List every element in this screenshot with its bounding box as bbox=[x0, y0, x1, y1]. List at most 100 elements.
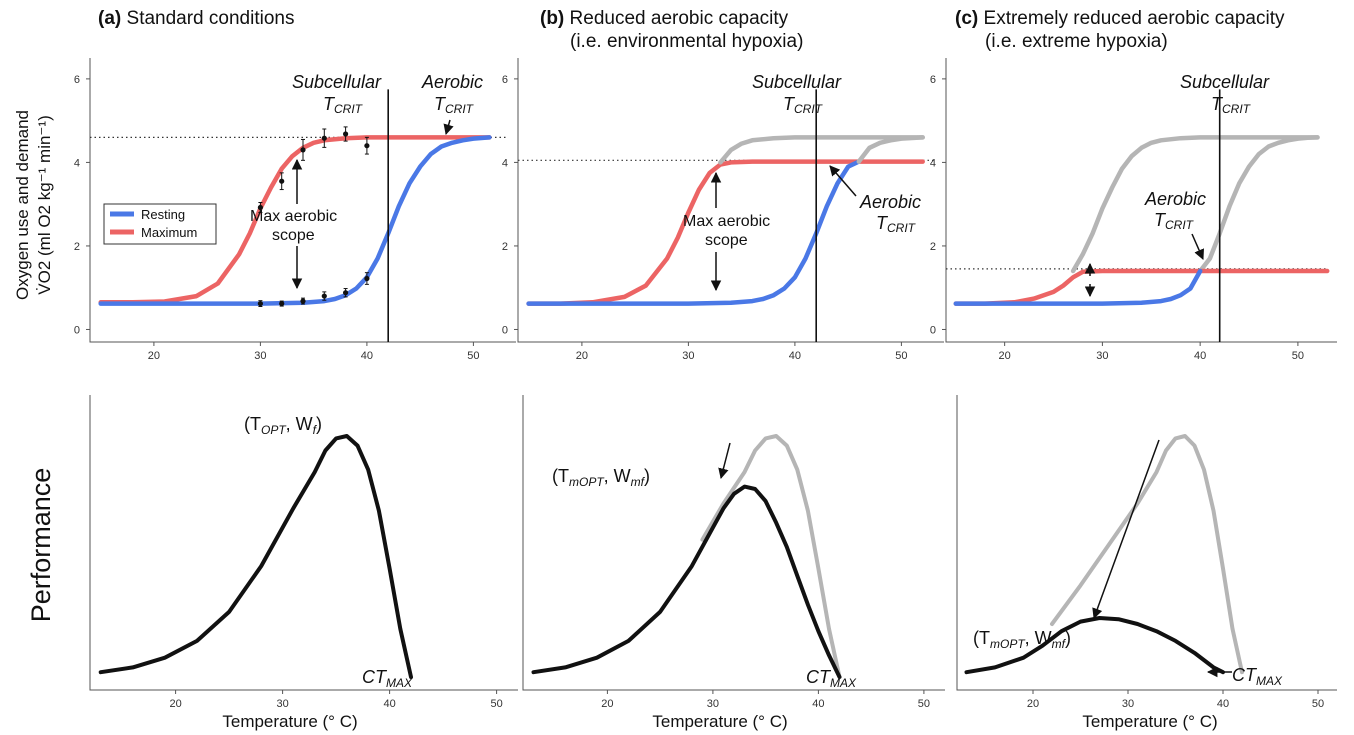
axis-frame bbox=[89, 395, 518, 691]
x-tick-label: 20 bbox=[576, 350, 588, 362]
reference-curve bbox=[718, 135, 925, 165]
subcellular-label-c: Subcellular bbox=[1180, 72, 1270, 92]
performance-curve bbox=[531, 484, 842, 679]
resting-curve bbox=[98, 135, 492, 306]
x-tick-label: 20 bbox=[148, 350, 160, 362]
x-tick-label: 50 bbox=[918, 698, 930, 710]
x-tick-label: 50 bbox=[1312, 698, 1324, 710]
aerobic-label-b: Aerobic bbox=[859, 192, 921, 212]
axis-frame bbox=[89, 58, 516, 343]
data-point bbox=[257, 204, 263, 211]
data-point bbox=[257, 300, 263, 307]
annotations-panel-c: Subcellular TCRIT Aerobic TCRIT (TmOPT, … bbox=[973, 72, 1283, 688]
bottom-ylabel: Performance bbox=[26, 468, 56, 623]
legend-box bbox=[103, 203, 217, 245]
axis-frame bbox=[522, 395, 945, 691]
max-aerobic-scope-label2-b: scope bbox=[705, 232, 748, 249]
x-tick-label: 50 bbox=[1292, 350, 1304, 362]
panel-c-subtitle: (i.e. extreme hypoxia) bbox=[985, 31, 1168, 52]
xlabel-a: Temperature (° C) bbox=[222, 712, 357, 731]
resting-curve bbox=[526, 159, 862, 306]
tcrit-label-a: TCRIT bbox=[323, 94, 364, 116]
x-tick-label: 30 bbox=[1122, 698, 1134, 710]
aerobic-label-a: Aerobic bbox=[421, 72, 483, 92]
panel-b-title: (b) Reduced aerobic capacity bbox=[540, 8, 789, 29]
top-ylabel-line1: Oxygen use and demand bbox=[13, 110, 32, 300]
data-point bbox=[364, 275, 370, 282]
x-tick-label: 40 bbox=[1194, 350, 1206, 362]
reference-curve bbox=[1070, 135, 1320, 274]
perf-drop-arrow-b bbox=[718, 442, 731, 480]
x-tick-label: 30 bbox=[682, 350, 694, 362]
reference-curve bbox=[1050, 434, 1244, 675]
tmopt-label-c: (TmOPT, Wmf) bbox=[973, 628, 1071, 651]
panel-c-bottom-plot: 20 30 40 50 bbox=[956, 395, 1337, 710]
top-ylabel: Oxygen use and demand V̇O2 (ml O2 kg⁻¹ m… bbox=[13, 110, 54, 300]
y-tick-label: 6 bbox=[930, 74, 936, 86]
data-point bbox=[321, 293, 327, 299]
y-tick-label: 4 bbox=[930, 157, 936, 169]
legend-maximum-label: Maximum bbox=[141, 225, 197, 240]
annotations-panel-a: Subcellular TCRIT Aerobic TCRIT Max aero… bbox=[244, 72, 483, 690]
aerobic-label-c: Aerobic bbox=[1144, 189, 1206, 209]
subcellular-label-a: Subcellular bbox=[292, 72, 382, 92]
performance-curve bbox=[98, 434, 413, 679]
reference-curve bbox=[1197, 135, 1320, 274]
xlabel-b: Temperature (° C) bbox=[652, 712, 787, 731]
x-tick-label: 30 bbox=[254, 350, 266, 362]
x-tick-label: 40 bbox=[383, 698, 395, 710]
aerobic-tcrit-label-a: TCRIT bbox=[434, 94, 475, 116]
x-tick-label: 50 bbox=[467, 350, 479, 362]
y-tick-label: 6 bbox=[74, 74, 80, 86]
x-tick-label: 30 bbox=[1096, 350, 1108, 362]
legend-resting-label: Resting bbox=[141, 207, 185, 222]
axis-frame bbox=[945, 58, 1337, 343]
xlabel-c: Temperature (° C) bbox=[1082, 712, 1217, 731]
x-tick-label: 40 bbox=[361, 350, 373, 362]
x-tick-label: 20 bbox=[169, 698, 181, 710]
aerobic-tcrit-arrow-b bbox=[829, 165, 857, 197]
x-tick-label: 40 bbox=[812, 698, 824, 710]
subcellular-label-b: Subcellular bbox=[752, 72, 842, 92]
topt-label: (TOPT, Wf) bbox=[244, 414, 322, 437]
maximum-curve bbox=[953, 268, 1330, 306]
x-tick-label: 20 bbox=[601, 698, 613, 710]
ctmax-label-a: CTMAX bbox=[362, 667, 413, 690]
y-tick-label: 6 bbox=[502, 74, 508, 86]
max-aerobic-scope-label2-a: scope bbox=[272, 227, 315, 244]
x-tick-label: 40 bbox=[789, 350, 801, 362]
x-tick-label: 30 bbox=[707, 698, 719, 710]
aerobic-tcrit-arrow-c bbox=[1191, 233, 1204, 260]
x-tick-label: 20 bbox=[1027, 698, 1039, 710]
data-point bbox=[321, 135, 327, 141]
y-tick-label: 2 bbox=[502, 241, 508, 253]
resting-curve bbox=[953, 268, 1203, 306]
data-point bbox=[300, 147, 306, 153]
panel-b-top-plot: 20 30 40 50 0 2 4 6 bbox=[502, 58, 944, 362]
data-point bbox=[364, 143, 370, 149]
tcrit-label-c: TCRIT bbox=[1211, 94, 1252, 116]
reference-curve bbox=[700, 434, 842, 679]
y-tick-label: 0 bbox=[502, 324, 508, 336]
data-point bbox=[343, 290, 349, 296]
axis-frame bbox=[956, 395, 1337, 691]
x-tick-label: 40 bbox=[1217, 698, 1229, 710]
ctmax-label-c: CTMAX bbox=[1232, 665, 1283, 688]
max-aerobic-scope-label-b: Max aerobic bbox=[683, 213, 770, 230]
axis-frame bbox=[517, 58, 944, 343]
panel-c-title: (c) Extremely reduced aerobic capacity bbox=[955, 8, 1285, 29]
y-tick-label: 0 bbox=[930, 324, 936, 336]
x-tick-label: 50 bbox=[490, 698, 502, 710]
aerobic-tcrit-arrow-a bbox=[443, 119, 454, 136]
x-tick-label: 50 bbox=[895, 350, 907, 362]
panel-a-bottom-plot: 20 30 40 50 bbox=[89, 395, 518, 710]
y-tick-label: 0 bbox=[74, 324, 80, 336]
panel-c-top-plot: 20 30 40 50 0 2 4 6 bbox=[930, 58, 1337, 362]
performance-curve bbox=[964, 616, 1225, 675]
legend: Resting Maximum bbox=[103, 203, 217, 245]
max-aerobic-scope-label-a: Max aerobic bbox=[250, 208, 337, 225]
x-tick-label: 20 bbox=[999, 350, 1011, 362]
annotations-panel-b: Subcellular TCRIT Aerobic TCRIT Max aero… bbox=[552, 72, 921, 690]
y-tick-label: 2 bbox=[74, 241, 80, 253]
